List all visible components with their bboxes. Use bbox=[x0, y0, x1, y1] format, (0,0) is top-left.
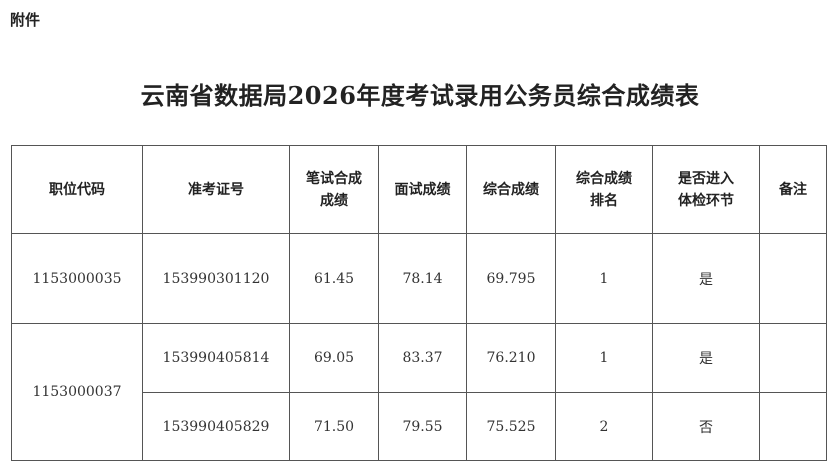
header-text: 备注 bbox=[779, 181, 807, 198]
interview-score-cell: 79.55 bbox=[378, 392, 467, 461]
physical-exam-cell: 否 bbox=[652, 392, 760, 461]
header-text: 成绩 bbox=[320, 192, 348, 209]
header-interview-score: 面试成绩 bbox=[378, 145, 467, 234]
position-code-cell: 1153000035 bbox=[11, 233, 143, 324]
header-note: 备注 bbox=[759, 145, 827, 234]
header-text: 是否进入 bbox=[678, 170, 734, 187]
header-row: 职位代码 准考证号 笔试合成成绩 面试成绩 综合成绩 综合成绩排名 是否进入体检… bbox=[11, 145, 827, 234]
header-total-score: 综合成绩 bbox=[466, 145, 556, 234]
exam-id-cell: 153990301120 bbox=[142, 233, 290, 324]
total-score-cell: 75.525 bbox=[466, 392, 556, 461]
header-text: 职位代码 bbox=[49, 181, 105, 198]
interview-score-cell: 83.37 bbox=[378, 323, 467, 393]
header-text: 面试成绩 bbox=[394, 181, 451, 198]
written-score-cell: 69.05 bbox=[289, 323, 379, 393]
header-written-score: 笔试合成 成绩 bbox=[289, 145, 379, 234]
rank-cell: 1 bbox=[555, 233, 653, 324]
interview-score-cell: 78.14 bbox=[378, 233, 467, 324]
header-text: 综合成绩 bbox=[483, 181, 539, 198]
header-position-code: 职位代码 bbox=[11, 145, 143, 234]
table-row: 1153000037 153990405814 69.05 83.37 76.2… bbox=[11, 323, 827, 461]
header-text: 准考证号 bbox=[188, 181, 244, 198]
physical-exam-cell: 是 bbox=[652, 323, 760, 393]
header-rank: 综合成绩 排名 bbox=[555, 145, 653, 234]
header-physical-exam: 是否进入 体检环节 bbox=[652, 145, 760, 234]
exam-id-cell: 153990405814 bbox=[142, 323, 290, 393]
position-code-cell: 1153000037 bbox=[11, 323, 143, 461]
header-text: 综合成绩 bbox=[576, 170, 632, 187]
rank-cell: 2 bbox=[555, 392, 653, 461]
note-cell bbox=[759, 392, 827, 461]
note-cell bbox=[759, 323, 827, 393]
note-cell bbox=[759, 233, 827, 324]
physical-exam-cell: 是 bbox=[652, 233, 760, 324]
header-text: 排名 bbox=[590, 192, 618, 209]
table-row: 153990405829 71.50 79.55 75.525 2 否 bbox=[12, 392, 827, 461]
written-score-cell: 71.50 bbox=[289, 392, 379, 461]
table-row: 1153000035 153990301120 61.45 78.14 69.7… bbox=[11, 233, 827, 324]
attachment-label: 附件 bbox=[10, 11, 41, 29]
header-text: 笔试合成 bbox=[306, 170, 362, 187]
score-table: 职位代码 准考证号 笔试合成成绩 面试成绩 综合成绩 综合成绩排名 是否进入体检… bbox=[11, 145, 827, 461]
exam-id-cell: 153990405829 bbox=[142, 392, 290, 461]
total-score-cell: 69.795 bbox=[466, 233, 556, 324]
written-score-cell: 61.45 bbox=[289, 233, 379, 324]
rank-cell: 1 bbox=[555, 323, 653, 393]
header-text: 体检环节 bbox=[678, 192, 734, 209]
page-title: 云南省数据局2026年度考试录用公务员综合成绩表 bbox=[140, 81, 700, 110]
header-exam-id: 准考证号 bbox=[142, 145, 290, 234]
total-score-cell: 76.210 bbox=[466, 323, 556, 393]
